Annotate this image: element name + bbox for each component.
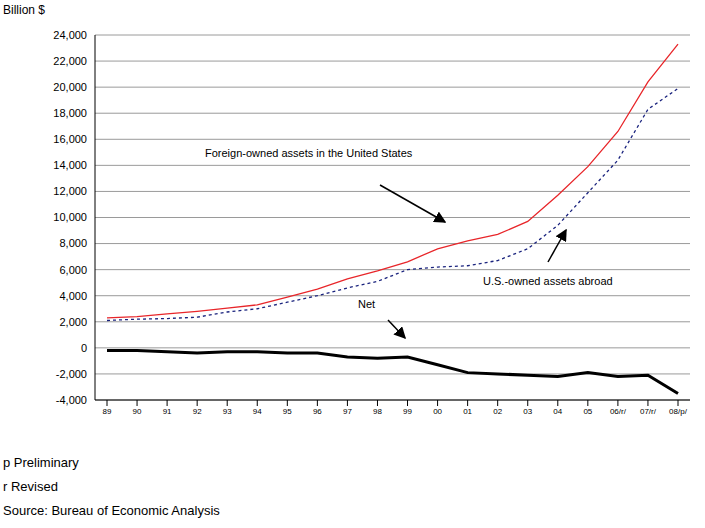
svg-text:93: 93	[223, 407, 232, 416]
html-text:r Revised: r Revised	[3, 479, 58, 494]
svg-text:8,000: 8,000	[59, 237, 87, 249]
svg-text:89: 89	[103, 407, 112, 416]
svg-text:96: 96	[313, 407, 322, 416]
svg-text:92: 92	[193, 407, 202, 416]
svg-text:05: 05	[583, 407, 592, 416]
html-text:Net: Net	[358, 298, 376, 310]
svg-text:95: 95	[283, 407, 292, 416]
svg-text:4,000: 4,000	[59, 290, 87, 302]
svg-text:90: 90	[133, 407, 142, 416]
html-text:Source: Bureau of Economic Ana: Source: Bureau of Economic Analysis	[3, 503, 220, 518]
svg-text:10,000: 10,000	[53, 211, 87, 223]
svg-text:0: 0	[81, 342, 87, 354]
svg-text:07/r/: 07/r/	[640, 407, 657, 416]
svg-text:-2,000: -2,000	[56, 368, 87, 380]
svg-text:12,000: 12,000	[53, 185, 87, 197]
svg-text:6,000: 6,000	[59, 264, 87, 276]
svg-text:06/r/: 06/r/	[610, 407, 627, 416]
svg-text:14,000: 14,000	[53, 159, 87, 171]
svg-text:08/p/: 08/p/	[669, 407, 688, 416]
svg-text:00: 00	[433, 407, 442, 416]
html-text:Billion $: Billion $	[3, 3, 45, 17]
html-text:U.S.-owned assets abroad: U.S.-owned assets abroad	[483, 275, 613, 287]
svg-text:94: 94	[253, 407, 262, 416]
svg-text:02: 02	[493, 407, 502, 416]
svg-text:22,000: 22,000	[53, 55, 87, 67]
svg-text:03: 03	[523, 407, 532, 416]
svg-text:18,000: 18,000	[53, 107, 87, 119]
svg-text:99: 99	[403, 407, 412, 416]
svg-text:-4,000: -4,000	[56, 394, 87, 406]
svg-text:98: 98	[373, 407, 382, 416]
html-text:Foreign-owned assets in the Un: Foreign-owned assets in the United State…	[205, 147, 413, 159]
svg-text:24,000: 24,000	[53, 29, 87, 41]
svg-text:91: 91	[163, 407, 172, 416]
svg-text:20,000: 20,000	[53, 81, 87, 93]
html-text:p Preliminary: p Preliminary	[3, 455, 79, 470]
svg-text:2,000: 2,000	[59, 316, 87, 328]
svg-text:01: 01	[463, 407, 472, 416]
svg-text:16,000: 16,000	[53, 133, 87, 145]
svg-text:97: 97	[343, 407, 352, 416]
svg-text:04: 04	[553, 407, 562, 416]
